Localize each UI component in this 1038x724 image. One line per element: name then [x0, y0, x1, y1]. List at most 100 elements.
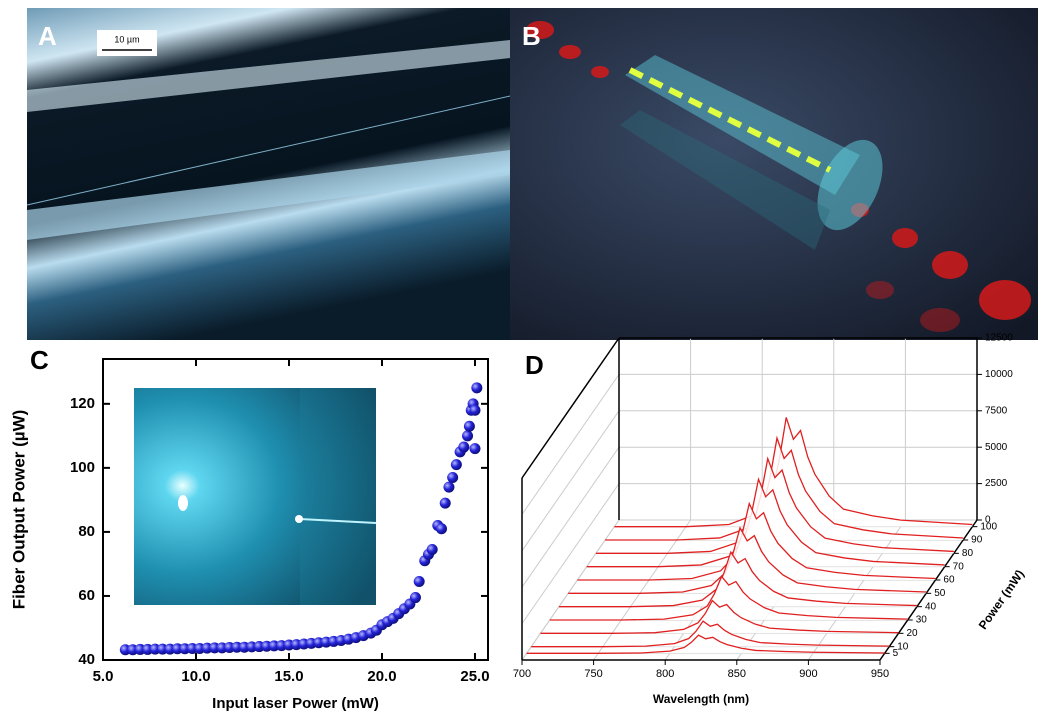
- x-tick-label: 800: [656, 668, 674, 680]
- data-point: [409, 592, 421, 604]
- x-tick-label: 900: [799, 668, 817, 680]
- data-point: [463, 420, 475, 432]
- data-point: [469, 443, 481, 455]
- x-tick-label: 10.0: [181, 668, 210, 685]
- panel-a: A 10 µm: [26, 8, 511, 340]
- z-tick-label: 60: [943, 575, 955, 586]
- x-axis-label: Input laser Power (mW): [212, 695, 379, 712]
- x-axis-label: Wavelength (nm): [653, 692, 749, 706]
- y-tick-label: 60: [78, 587, 95, 604]
- spectrum: [558, 550, 917, 608]
- data-point: [413, 576, 425, 588]
- inset-spot: [295, 515, 303, 523]
- spectrum: [568, 526, 927, 594]
- z-tick-label: 70: [953, 561, 965, 572]
- data-point: [436, 523, 448, 535]
- data-point: [443, 481, 455, 493]
- axis-line: [879, 519, 978, 661]
- y-tick-label: 10000: [985, 369, 1013, 380]
- spectrum-fill: [568, 527, 927, 594]
- inset-shade: [300, 388, 376, 605]
- x-tick-label: 25.0: [460, 668, 489, 685]
- render: [510, 8, 1038, 340]
- y-tick-label: 12500: [985, 333, 1013, 344]
- fiber-wall: [27, 150, 510, 240]
- y-tick-label: 100: [70, 459, 95, 476]
- spectrum: [595, 456, 954, 554]
- grid-line: [521, 446, 620, 588]
- z-axis-label: Power (mW): [976, 567, 1027, 632]
- panel-label: A: [38, 21, 57, 51]
- z-tick-label: 80: [962, 548, 974, 559]
- data-point: [450, 459, 462, 471]
- spectrum: [531, 620, 890, 648]
- x-tick-label: 700: [513, 668, 531, 680]
- x-tick-label: 750: [584, 668, 602, 680]
- fiber-end: [817, 139, 883, 231]
- data-point: [458, 441, 470, 453]
- z-tick-label: 40: [925, 601, 937, 612]
- spectrum: [526, 634, 885, 654]
- spectrum: [549, 575, 908, 621]
- axis-line: [521, 337, 620, 479]
- grid-line: [521, 410, 620, 552]
- data-point: [469, 404, 481, 416]
- data-point: [439, 497, 451, 509]
- y-tick-label: 7500: [985, 405, 1008, 416]
- inset-spot: [178, 495, 188, 511]
- y-tick-label: 0: [985, 515, 991, 526]
- spectrum-fill: [558, 552, 917, 607]
- spectrum-fill: [531, 621, 890, 647]
- scale-bar-label: 10 µm: [114, 34, 139, 44]
- data-point: [462, 430, 474, 442]
- y-tick-label: 40: [78, 651, 95, 668]
- z-tick-label: 5: [893, 648, 899, 659]
- data-point: [426, 544, 438, 556]
- z-tick-label: 50: [934, 588, 946, 599]
- light-pulses: [526, 21, 1031, 332]
- panel-label: B: [522, 21, 541, 51]
- y-tick-label: 80: [78, 523, 95, 540]
- y-tick-label: 120: [70, 395, 95, 412]
- plot-frame: [102, 358, 489, 661]
- spectrum: [605, 435, 964, 541]
- fiber-wall: [27, 40, 510, 112]
- z-tick-label: 100: [980, 521, 997, 532]
- fiber-core: [26, 95, 511, 206]
- core: [628, 67, 832, 173]
- panel-label: C: [30, 345, 49, 375]
- x-tick-label: 20.0: [367, 668, 396, 685]
- spectrum-fill: [549, 576, 908, 620]
- z-tick-label: 30: [916, 615, 928, 626]
- grid-line: [521, 483, 620, 624]
- y-axis-label: Fiber Output Power (µW): [9, 410, 28, 610]
- scale-bar-box: [97, 30, 157, 56]
- grid-line: [521, 374, 620, 515]
- spectrum: [540, 599, 899, 634]
- panel-b: B: [510, 8, 1038, 340]
- inset-fiber: [299, 518, 377, 524]
- spectrum-fill: [540, 600, 899, 634]
- y-tick-label: 5000: [985, 442, 1008, 453]
- grid-line: [521, 519, 620, 661]
- z-tick-label: 20: [906, 628, 918, 639]
- grid-line: [593, 519, 692, 661]
- x-tick-label: 5.0: [93, 668, 114, 685]
- spectrum-fill: [526, 635, 885, 654]
- data-point: [447, 471, 459, 483]
- y-tick-label: 2500: [985, 478, 1008, 489]
- x-tick-label: 950: [871, 668, 889, 680]
- spectrum: [586, 477, 945, 568]
- z-tick-label: 90: [971, 535, 983, 546]
- reflection: [620, 110, 830, 250]
- data-point: [471, 382, 483, 394]
- x-tick-label: 850: [728, 668, 746, 680]
- inset-image: [134, 388, 376, 605]
- panel-label: D: [525, 350, 544, 380]
- z-tick-label: 10: [897, 641, 909, 652]
- fiber: [625, 55, 860, 195]
- panel-d: 700 750 800 850 900 950 0 2500 5000 7500 10000 1250…: [513, 333, 1027, 707]
- panel-c: C 5.0 10.0 15.0 20.0 25.0 40 60 80 100 120 Input la…: [9, 345, 489, 712]
- x-tick-label: 15.0: [274, 668, 303, 685]
